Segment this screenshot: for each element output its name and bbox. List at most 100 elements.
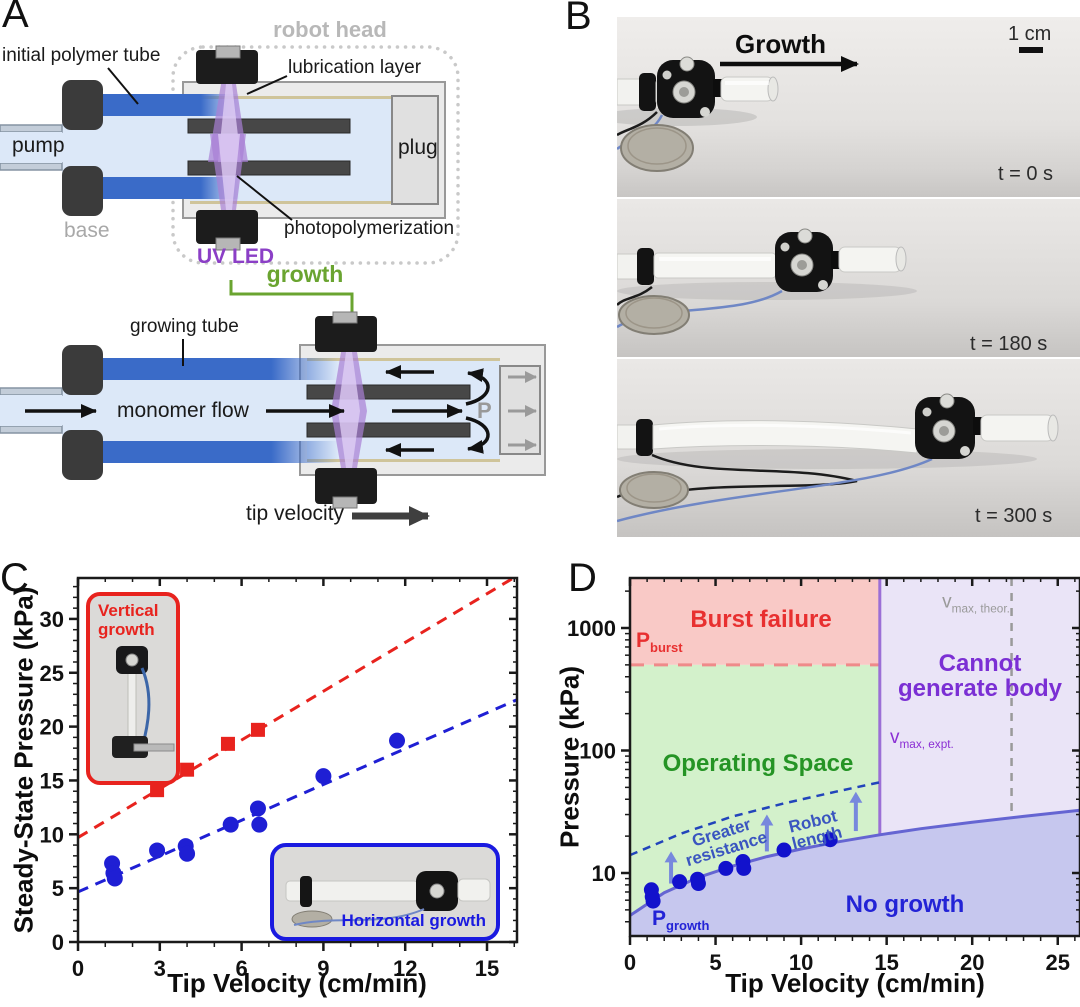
p-burst-main: P — [636, 629, 651, 652]
vertical-growth-inset: Vertical growth — [86, 592, 180, 785]
screw-top — [797, 228, 813, 244]
wire-black — [617, 286, 653, 306]
x-tick-label: 10 — [789, 950, 813, 975]
uv-led-top-2 — [315, 316, 377, 352]
x-tick-label: 0 — [72, 956, 84, 981]
grown-tube-highlight — [658, 423, 912, 435]
panel-b-photo-sequence: B — [540, 0, 1080, 560]
screw-small-2 — [700, 107, 710, 117]
photo-frame-t0: Growth 1 cm t = 0 s — [617, 17, 1080, 197]
lubrication-layer-top-2 — [307, 358, 500, 361]
robot-schematic-drawing — [0, 45, 546, 526]
clamp-rod — [133, 743, 175, 752]
tip-opening — [895, 246, 907, 272]
data-point-circle — [736, 860, 752, 876]
data-point-circle — [822, 832, 838, 848]
tip-tube — [720, 76, 774, 102]
y-tick-label: 0 — [52, 930, 64, 955]
y-tick-label: 1000 — [567, 616, 616, 641]
label-uv-led: UV LED — [197, 245, 275, 268]
coin-rim — [625, 297, 683, 329]
y-tick-label: 10 — [40, 822, 64, 847]
initial-tube-bottom — [100, 177, 240, 199]
y-tick-label: 100 — [579, 739, 616, 764]
vertical-tube — [127, 663, 137, 743]
timestamp-t300: t = 300 s — [975, 505, 1053, 527]
label-plug: plug — [398, 136, 438, 159]
timestamp-t180: t = 180 s — [970, 333, 1048, 355]
phase-diagram-plot: 0 5 10 15 20 25 10 100 1000 — [567, 576, 1080, 975]
x-tick-label: 25 — [1046, 950, 1070, 975]
uv-led-top — [196, 50, 258, 84]
data-point-circle — [389, 732, 406, 749]
photo-frame-t180: t = 180 s — [617, 199, 1080, 357]
wire-black — [617, 111, 658, 137]
tube-ring — [636, 419, 653, 456]
d-x-axis-title: Tip Velocity (cm/min) — [725, 968, 985, 998]
d-y-axis-title: Pressure (kPa) — [554, 665, 585, 849]
panel-b-letter: B — [565, 0, 592, 38]
x-tick-label: 5 — [709, 950, 721, 975]
uv-led-bottom — [196, 210, 258, 244]
label-base: base — [64, 219, 110, 242]
inner-bar-top — [187, 118, 351, 134]
panel-c-letter: C — [0, 556, 29, 600]
data-point-square — [150, 783, 165, 798]
data-point-square — [180, 762, 195, 777]
data-point-circle — [672, 874, 688, 890]
scale-bar — [1019, 47, 1043, 53]
label-photopolymerization: photopolymerization — [284, 218, 455, 239]
panel-d-letter: D — [568, 556, 597, 600]
inlet-wall-top — [0, 124, 63, 133]
screw-center-inner — [679, 87, 689, 97]
p-growth-main: P — [652, 907, 667, 930]
uv-beam-bottom-core — [218, 134, 240, 210]
uv-led-top-cap — [215, 45, 241, 59]
panel-a-schematic: A initial polymer tube robot head lubric… — [0, 0, 560, 560]
grown-tube-highlight — [659, 257, 771, 261]
x-tick-label: 12 — [393, 956, 417, 981]
data-point-circle — [718, 860, 734, 876]
data-point-circle — [249, 800, 266, 817]
inner-bar-bottom — [187, 160, 351, 176]
x-tick-label: 0 — [624, 950, 636, 975]
vertical-growth-label: Vertical growth — [98, 601, 159, 639]
burst-failure-label: Burst failure — [690, 606, 832, 633]
vertical-robot-screw — [125, 653, 139, 667]
cannot-generate-label-line2: generate body — [897, 675, 1063, 702]
panel-c-pressure-plot: 0 3 6 9 12 15 0 5 10 15 20 25 30 C Steady-State Pres… — [0, 556, 540, 1007]
inlet-wall-bottom-2 — [0, 425, 63, 434]
photo-t300-drawing — [617, 359, 1080, 537]
v-max-theor-sub: max, theor. — [951, 602, 1010, 616]
no-growth-label: No growth — [845, 891, 965, 918]
x-tick-label: 20 — [960, 950, 984, 975]
tip-tube — [980, 414, 1054, 442]
region-operating-space — [630, 664, 880, 916]
c-y-axis-title: Steady-State Pressure (kPa) — [8, 586, 39, 934]
horizontal-growth-inset: Horizontal growth — [270, 843, 500, 941]
data-point-circle — [776, 842, 792, 858]
plug-block — [391, 95, 439, 205]
panel-d-phase-diagram: 0 5 10 15 20 25 10 100 1000 D Pressure (kPa) Tip… — [540, 556, 1080, 1007]
c-x-axis-title: Tip Velocity (cm/min) — [167, 968, 427, 998]
screw-small-2 — [818, 280, 828, 290]
y-tick-label: 20 — [40, 715, 64, 740]
inset-tip-tube — [457, 878, 491, 902]
p-burst-sub: burst — [650, 640, 683, 656]
label-initial-polymer-tube: initial polymer tube — [2, 45, 161, 66]
shadow — [617, 449, 1037, 469]
v-max-expt-sub: max, expt. — [899, 737, 954, 751]
tip-opening — [767, 76, 779, 102]
x-tick-label: 3 — [154, 956, 166, 981]
screw-small-2 — [960, 446, 970, 456]
shift-arrow-head — [760, 814, 774, 826]
p-burst-annotation: Pburst — [636, 630, 683, 654]
uv-led-top-cap-2 — [332, 311, 358, 324]
resistance-dashed-curve — [629, 781, 881, 857]
growing-tube-bottom — [100, 441, 338, 463]
label-monomer-flow: monomer flow — [117, 399, 249, 422]
growing-tube-top — [100, 358, 338, 380]
v-max-expt-annotation: vmax, expt. — [890, 728, 954, 751]
base-clamp-top — [62, 80, 103, 130]
growth-direction-label: Growth — [735, 29, 826, 59]
